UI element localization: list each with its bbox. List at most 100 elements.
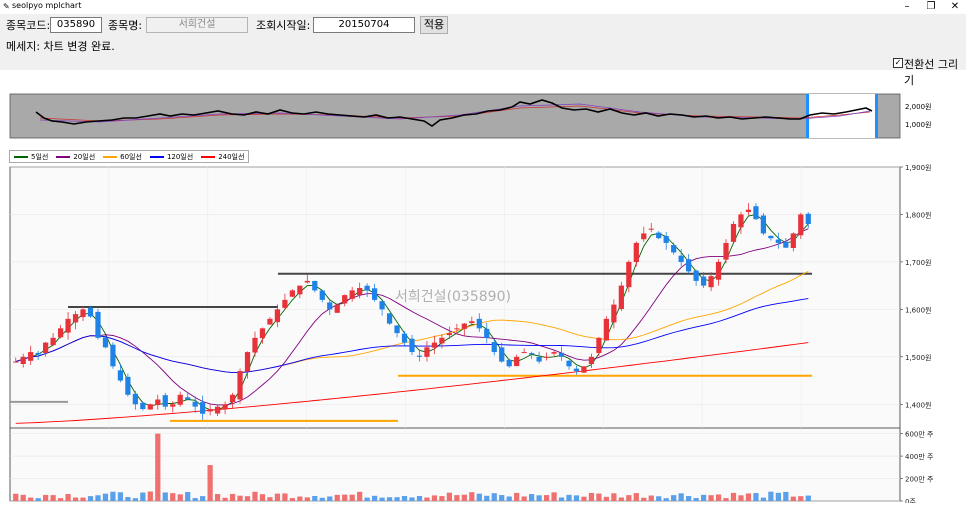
volume-bar [140,492,146,501]
overview-axis-label: 1,000원 [905,120,931,129]
volume-bar [618,497,624,501]
candle-body [588,356,595,365]
candle-body [626,261,632,288]
volume-bar [745,493,752,501]
volume-bar [633,493,639,501]
candle-body [185,397,191,400]
volume-bar [409,497,415,501]
volume-bar [237,495,243,501]
candle-body [738,214,744,228]
close-button[interactable]: ✕ [950,1,960,12]
name-field: 서희건설 [146,17,248,33]
candle-body [775,239,781,243]
volume-bar [424,497,430,501]
start-date-label: 조회시작일: [256,19,311,32]
minimize-button[interactable]: – [904,1,910,12]
volume-bar [267,497,273,501]
volume-bar [229,493,236,501]
volume-bar [110,491,116,501]
volume-bar [20,494,26,501]
candle-body [641,233,647,240]
candle-body [349,290,355,299]
candle-body [132,393,138,405]
volume-bar [65,494,71,501]
candle-body [573,368,580,372]
price-chart[interactable]: 서희건설(035890) 1,900원 1,800원 1,700원 1,600원 1,5… [0,164,966,428]
volume-bar [312,495,318,501]
volume-bar [798,496,804,501]
candle-body [454,328,460,330]
volume-bar [327,496,333,501]
candle-body [28,352,34,361]
candle-body [499,347,505,362]
volume-bar [282,493,288,501]
candle-body [700,276,707,286]
candle-body [125,376,131,395]
volume-bar [566,494,572,501]
volume-bar [289,498,295,501]
volume-bar [185,492,191,501]
candle-body [446,333,452,336]
candle-body [596,337,602,354]
volume-bar [50,495,56,501]
price-axis-label: 1,900원 [905,164,931,172]
volume-bar [708,495,714,501]
candle-body [514,356,520,367]
volume-bar [790,496,796,501]
candle-body [409,338,415,353]
chart-watermark: 서희건설(035890) [395,289,511,305]
candle-body [147,404,153,410]
legend-swatch [149,155,164,158]
volume-bar [521,496,527,501]
candle-body [372,288,378,300]
volume-bar [342,494,348,501]
status-message: 메세지: 차트 변경 완료. [6,40,115,53]
volume-bar [102,493,109,501]
candle-body [753,206,759,220]
legend-swatch [201,155,216,158]
candle-body [162,395,168,407]
price-axis-label: 1,600원 [905,305,931,314]
apply-button[interactable]: 적용 [420,16,448,34]
volume-bar [461,494,467,501]
candle-body [663,236,669,243]
candle-body [551,352,557,354]
volume-bar [386,497,393,501]
candle-body [200,402,206,414]
volume-bar [379,497,385,501]
volume-bar [693,497,699,501]
legend-item-ma5: 5일선 [14,152,48,162]
candle-body [416,355,423,357]
conversion-line-checkbox[interactable]: ✓ [893,58,903,68]
volume-bar [476,493,482,501]
overview-chart[interactable]: 2,000원 1,000원 [0,88,966,148]
volume-bar [551,492,557,501]
overview-axis-label: 2,000원 [905,102,931,111]
candle-body [237,371,243,400]
volume-bar [671,495,677,501]
candle-body [319,290,325,300]
legend-label: 240일선 [218,152,245,161]
candle-body [506,359,512,367]
candle-body [715,261,722,280]
candle-body [357,288,363,296]
candle-body [110,344,116,367]
volume-bar [454,495,460,501]
volume-bar [35,498,41,501]
candle-body [678,255,684,262]
volume-chart[interactable]: 600만 주 400만 주 200만 주 0주 [0,428,966,503]
volume-bar [401,495,408,501]
legend-label: 5일선 [31,152,49,161]
candle-body [140,402,146,410]
candle-body [521,352,527,354]
candle-body [805,213,811,224]
maximize-button[interactable]: ❐ [926,1,936,12]
candle-body [80,309,86,318]
candle-body [424,347,430,357]
start-date-input[interactable]: 20150704 [313,17,415,33]
price-axis: 1,900원 1,800원 1,700원 1,600원 1,500원 1,400원 [900,164,931,409]
code-input[interactable]: 035890 [50,17,102,33]
overview-right-handle[interactable] [875,94,878,138]
volume-bar [439,496,445,501]
legend-label: 20일선 [73,152,96,161]
